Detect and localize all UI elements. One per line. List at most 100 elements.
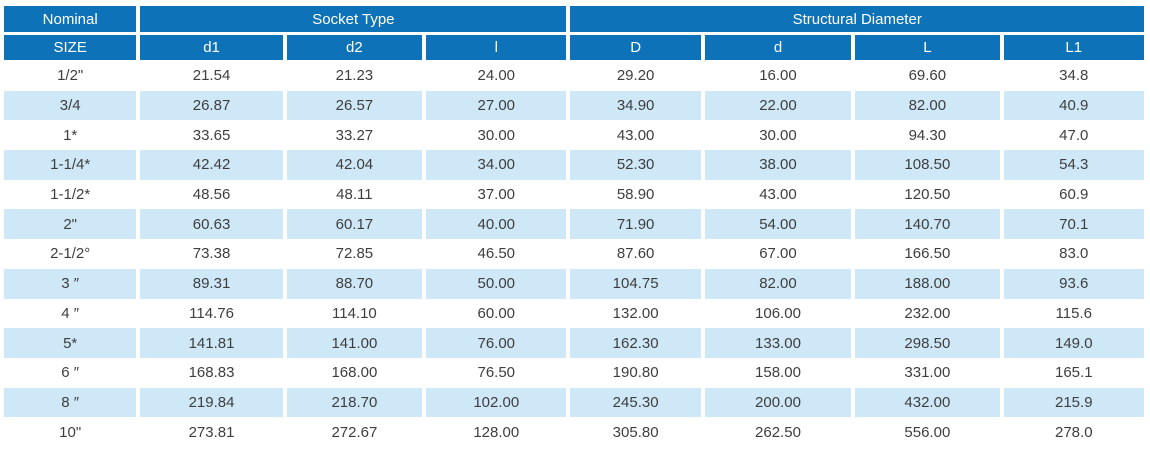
table-cell: 149.0	[1003, 328, 1144, 358]
table-cell: 114.10	[286, 298, 423, 329]
column-header-7: L1	[1003, 35, 1144, 61]
column-header-1: d1	[140, 35, 283, 61]
size-cell: 5*	[4, 328, 137, 358]
table-cell: 60.9	[1003, 179, 1144, 210]
table-cell: 43.00	[570, 120, 701, 151]
table-cell: 42.04	[286, 150, 423, 180]
table-cell: 188.00	[855, 268, 1000, 299]
table-cell: 128.00	[426, 417, 567, 447]
table-cell: 16.00	[704, 61, 852, 91]
table-cell: 76.50	[426, 357, 567, 388]
table-cell: 262.50	[704, 417, 852, 447]
table-cell: 298.50	[855, 328, 1000, 358]
table-cell: 54.3	[1003, 150, 1144, 180]
table-cell: 58.90	[570, 179, 701, 210]
size-cell: 1-1/4*	[4, 150, 137, 180]
table-cell: 54.00	[704, 209, 852, 240]
table-cell: 94.30	[855, 120, 1000, 151]
table-cell: 82.00	[704, 268, 852, 299]
table-cell: 245.30	[570, 387, 701, 418]
table-row: 2" 60.63 60.17 40.00 71.90 54.00 140.70 70.1	[4, 209, 1144, 240]
size-cell: 8 ″	[4, 387, 137, 418]
table-cell: 27.00	[426, 90, 567, 121]
table-cell: 48.11	[286, 179, 423, 210]
table-cell: 132.00	[570, 298, 701, 329]
group-header-structural-diameter: Structural Diameter	[570, 6, 1144, 35]
table-row: 10" 273.81 272.67 128.00 305.80 262.50 556.00 2…	[4, 417, 1144, 447]
table-cell: 26.87	[140, 90, 283, 121]
table-cell: 273.81	[140, 417, 283, 447]
table-cell: 218.70	[286, 387, 423, 418]
table-cell: 21.23	[286, 61, 423, 91]
table-cell: 69.60	[855, 61, 1000, 91]
table-cell: 21.54	[140, 61, 283, 91]
table-cell: 43.00	[704, 179, 852, 210]
column-header-3: l	[426, 35, 567, 61]
table-cell: 50.00	[426, 268, 567, 299]
table-body: 1/2" 21.54 21.23 24.00 29.20 16.00 69.60 34.8 3/…	[4, 61, 1144, 447]
table-cell: 87.60	[570, 239, 701, 269]
table-row: 1-1/2* 48.56 48.11 37.00 58.90 43.00 120.50 60.…	[4, 179, 1144, 210]
table-cell: 215.9	[1003, 387, 1144, 418]
table-cell: 48.56	[140, 179, 283, 210]
table-cell: 305.80	[570, 417, 701, 447]
table-cell: 34.90	[570, 90, 701, 121]
table-cell: 24.00	[426, 61, 567, 91]
table-cell: 38.00	[704, 150, 852, 180]
size-cell: 4 ″	[4, 298, 137, 329]
size-cell: 2-1/2°	[4, 239, 137, 269]
table-row: 3/4 26.87 26.57 27.00 34.90 22.00 82.00 40.9	[4, 90, 1144, 121]
table-cell: 37.00	[426, 179, 567, 210]
size-cell: 3 ″	[4, 268, 137, 299]
column-header-4: D	[570, 35, 701, 61]
table-cell: 166.50	[855, 239, 1000, 269]
column-header-2: d2	[286, 35, 423, 61]
table-cell: 22.00	[704, 90, 852, 121]
table-cell: 115.6	[1003, 298, 1144, 329]
table-cell: 141.81	[140, 328, 283, 358]
table-row: 2-1/2° 73.38 72.85 46.50 87.60 67.00 166.50 83.…	[4, 239, 1144, 269]
table-cell: 34.8	[1003, 61, 1144, 91]
table-cell: 70.1	[1003, 209, 1144, 240]
table-cell: 141.00	[286, 328, 423, 358]
table-cell: 102.00	[426, 387, 567, 418]
table-cell: 30.00	[426, 120, 567, 151]
table-cell: 71.90	[570, 209, 701, 240]
table-cell: 73.38	[140, 239, 283, 269]
table-cell: 93.6	[1003, 268, 1144, 299]
table-cell: 108.50	[855, 150, 1000, 180]
table-cell: 140.70	[855, 209, 1000, 240]
table-cell: 88.70	[286, 268, 423, 299]
table-cell: 162.30	[570, 328, 701, 358]
table-cell: 72.85	[286, 239, 423, 269]
size-cell: 3/4	[4, 90, 137, 121]
size-cell: 10"	[4, 417, 137, 447]
table-cell: 33.65	[140, 120, 283, 151]
table-cell: 120.50	[855, 179, 1000, 210]
table-cell: 40.9	[1003, 90, 1144, 121]
table-cell: 34.00	[426, 150, 567, 180]
table-cell: 272.67	[286, 417, 423, 447]
table-row: 6 ″ 168.83 168.00 76.50 190.80 158.00 331.00 16…	[4, 357, 1144, 388]
table-cell: 46.50	[426, 239, 567, 269]
table-header: Nominal Socket Type Structural Diameter SI…	[4, 6, 1144, 61]
table-cell: 60.63	[140, 209, 283, 240]
group-header-nominal: Nominal	[4, 6, 137, 35]
table-cell: 33.27	[286, 120, 423, 151]
table-cell: 76.00	[426, 328, 567, 358]
table-cell: 67.00	[704, 239, 852, 269]
table-cell: 158.00	[704, 357, 852, 388]
table-cell: 47.0	[1003, 120, 1144, 151]
table-cell: 168.00	[286, 357, 423, 388]
table-row: 3 ″ 89.31 88.70 50.00 104.75 82.00 188.00 93.6	[4, 268, 1144, 299]
table-cell: 278.0	[1003, 417, 1144, 447]
table-cell: 83.0	[1003, 239, 1144, 269]
table-cell: 331.00	[855, 357, 1000, 388]
dimensions-table: Nominal Socket Type Structural Diameter SI…	[0, 6, 1148, 447]
table-cell: 26.57	[286, 90, 423, 121]
column-header-6: L	[855, 35, 1000, 61]
table-cell: 104.75	[570, 268, 701, 299]
table-cell: 42.42	[140, 150, 283, 180]
group-header-row: Nominal Socket Type Structural Diameter	[4, 6, 1144, 35]
